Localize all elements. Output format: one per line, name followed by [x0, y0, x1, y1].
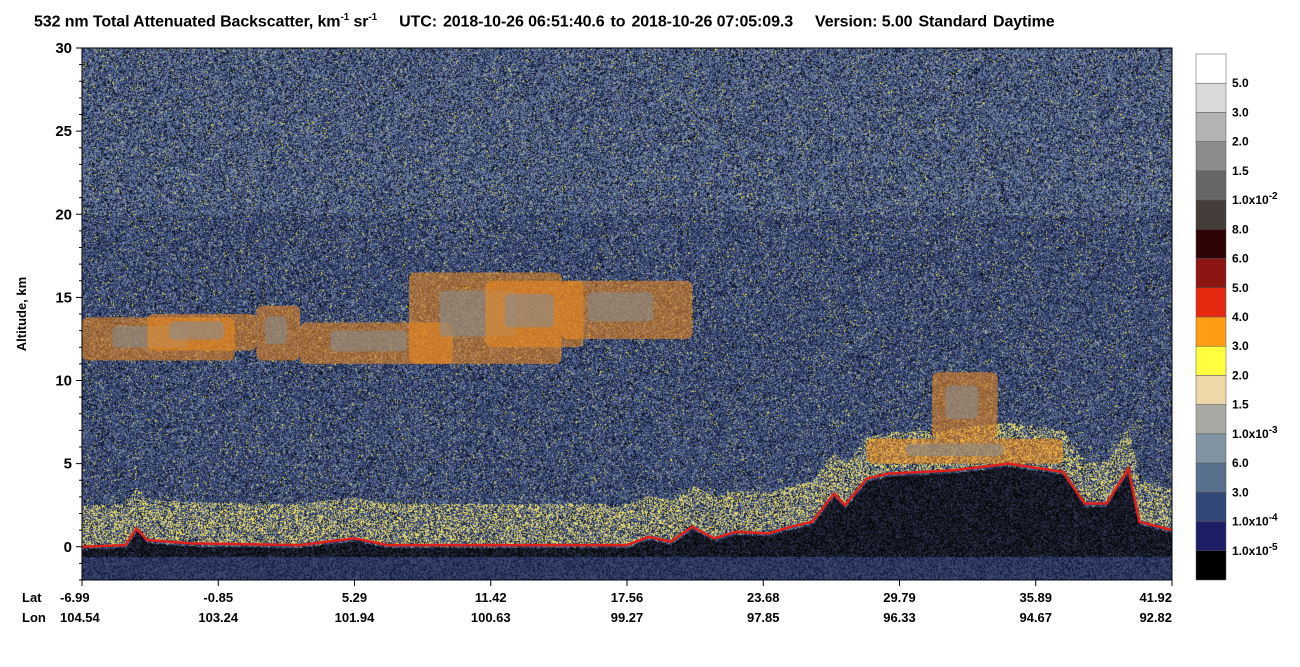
- colorbar-swatch: [1195, 345, 1227, 376]
- lat-tick-label: 41.92: [1139, 590, 1172, 605]
- colorbar-label: 4.0: [1232, 310, 1249, 324]
- colorbar-swatch: [1195, 258, 1227, 289]
- colorbar-label: 6.0: [1232, 456, 1249, 470]
- colorbar-swatch: [1195, 492, 1227, 522]
- y-tick-label: 10: [55, 373, 72, 390]
- colorbar-label: 3.0: [1232, 485, 1249, 499]
- colorbar-exponent: -2: [1269, 191, 1278, 202]
- title-mode: Daytime: [993, 13, 1055, 31]
- lat-tick-label: 11.42: [475, 590, 507, 605]
- title-utc-label: UTC:: [399, 13, 437, 31]
- colorbar-label: 1.0x10-2: [1232, 191, 1278, 207]
- lat-tick-label: -0.85: [203, 590, 233, 605]
- lon-tick-label: 94.67: [1019, 610, 1052, 625]
- colorbar-label: 1.0x10-4: [1232, 513, 1278, 529]
- lat-tick-label: -6.99: [60, 590, 90, 605]
- lon-tick-label: 96.33: [883, 610, 916, 625]
- colorbar-label: 8.0: [1232, 222, 1249, 236]
- colorbar-label: 1.0x10-3: [1232, 425, 1278, 441]
- colorbar-swatch: [1195, 462, 1227, 493]
- title-start-time: 2018-10-26 06:51:40.6: [442, 13, 605, 31]
- colorbar-swatch: [1195, 287, 1227, 318]
- colorbar-label: 5.0: [1232, 76, 1249, 90]
- colorbar-label: 5.0: [1232, 281, 1249, 295]
- lat-tick-label: 5.29: [342, 590, 367, 605]
- y-tick-label: 5: [64, 456, 72, 473]
- colorbar-label: 1.5: [1232, 164, 1249, 178]
- title-quantity: 532 nm Total Attenuated Backscatter, km: [34, 13, 341, 31]
- lon-header: Lon: [22, 610, 46, 625]
- cloud-core: [265, 316, 287, 345]
- title-end-time: 2018-10-26 07:05:09.3: [631, 13, 794, 31]
- title-unit-sr: sr: [349, 13, 369, 31]
- lon-tick-label: 100.63: [471, 610, 511, 625]
- lon-tick-label: 99.27: [611, 610, 644, 625]
- lat-header: Lat: [22, 590, 42, 605]
- title-to: to: [610, 13, 626, 31]
- colorbar-label: 3.0: [1232, 105, 1249, 119]
- y-tick-label: 0: [64, 539, 72, 556]
- title-version: Version: 5.00: [815, 13, 913, 31]
- cloud-core: [587, 292, 654, 322]
- lat-tick-label: 29.79: [883, 590, 916, 605]
- lon-tick-label: 104.54: [60, 610, 101, 625]
- colorbar-label: 1.0x10-5: [1232, 542, 1278, 558]
- axes: 0 5 10 15 20 25 30 Altitude, km Lat Lon -6.99 104.5…: [14, 40, 1173, 625]
- y-tick-label: 30: [55, 40, 72, 57]
- cloud-core: [504, 294, 554, 328]
- colorbar-exponent: -5: [1269, 542, 1278, 553]
- colorbar-exponent: -3: [1269, 425, 1278, 436]
- colorbar-swatch: [1195, 141, 1227, 172]
- y-tick-label: 20: [55, 206, 72, 223]
- y-tick-label: 15: [55, 289, 72, 306]
- colorbar-swatch: [1195, 404, 1227, 435]
- lon-tick-label: 103.24: [198, 610, 239, 625]
- lat-tick-label: 17.56: [611, 590, 644, 605]
- cloud-core: [945, 385, 978, 419]
- cloud-core: [169, 321, 224, 340]
- colorbar-swatch: [1195, 199, 1227, 230]
- colorbar-swatch: [1195, 316, 1227, 347]
- title-unit-exp: -1: [368, 12, 378, 23]
- lon-tick-label: 101.94: [335, 610, 376, 625]
- colorbar-label: 6.0: [1232, 252, 1249, 266]
- colorbar-exponent: -4: [1269, 513, 1278, 524]
- colorbar-swatch: [1195, 433, 1227, 464]
- colorbar-swatch: [1195, 112, 1227, 142]
- lon-tick-label: 97.85: [747, 610, 780, 625]
- colorbar-label: 1.5: [1232, 398, 1249, 412]
- lon-tick-label: 92.82: [1139, 610, 1172, 625]
- y-axis-label: Altitude, km: [14, 277, 29, 351]
- colorbar-swatch: [1195, 170, 1227, 201]
- chart-title: 532 nm Total Attenuated Backscatter, km-…: [34, 12, 1055, 31]
- title-product: Standard: [918, 13, 987, 31]
- colorbar-label: 2.0: [1232, 135, 1249, 149]
- lat-tick-label: 23.68: [747, 590, 780, 605]
- colorbar-swatch: [1195, 521, 1227, 552]
- colorbar-swatch: [1195, 82, 1227, 113]
- colorbar-label: 3.0: [1232, 339, 1249, 353]
- plot-area: [81, 48, 1173, 580]
- colorbar: 5.0 3.0 2.0 1.5 1.0x10-2 8.0 6.0 5.0 4.0 3.0 2.0 1.…: [1195, 53, 1278, 581]
- colorbar-swatch: [1195, 53, 1227, 84]
- colorbar-swatch: [1195, 550, 1227, 581]
- colorbar-label: 2.0: [1232, 368, 1249, 382]
- lat-tick-label: 35.89: [1019, 590, 1052, 605]
- colorbar-swatch: [1195, 229, 1227, 259]
- colorbar-swatch: [1195, 375, 1227, 405]
- y-tick-label: 25: [55, 123, 72, 140]
- title-unit-exp: -1: [340, 12, 350, 23]
- cloud-core: [906, 443, 1005, 457]
- surface-return-line: [81, 462, 1173, 548]
- cloud-core: [330, 330, 407, 352]
